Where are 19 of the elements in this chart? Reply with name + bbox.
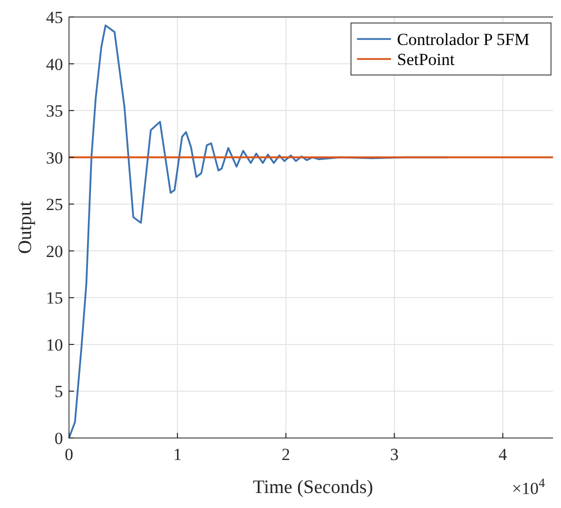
legend-label: SetPoint — [397, 50, 455, 69]
x-tick-label: 4 — [498, 445, 508, 464]
y-tick-label: 30 — [46, 148, 63, 168]
text: ×10$^{4}$ — [512, 476, 546, 498]
y-tick-label: 25 — [46, 195, 63, 214]
y-tick-label: 0 — [54, 429, 63, 448]
x-axis-title: Time (Seconds) — [252, 477, 374, 498]
y-tick-label: 45 — [46, 8, 63, 27]
x-tick-label: 1 — [173, 445, 182, 464]
y-axis-title: Output — [15, 200, 36, 254]
y-tick-label: 35 — [46, 102, 63, 121]
y-tick-label: 5 — [54, 382, 63, 402]
y-tick-label: 40 — [46, 54, 63, 74]
x-tick-label: 2 — [282, 445, 290, 464]
legend-label: Controlador P 5FM — [397, 30, 530, 49]
y-tick-label: 10 — [46, 335, 63, 354]
y-tick-label: 15 — [46, 288, 63, 308]
x-tick-label: 3 — [390, 445, 399, 464]
y-tick-label: 20 — [46, 242, 63, 261]
